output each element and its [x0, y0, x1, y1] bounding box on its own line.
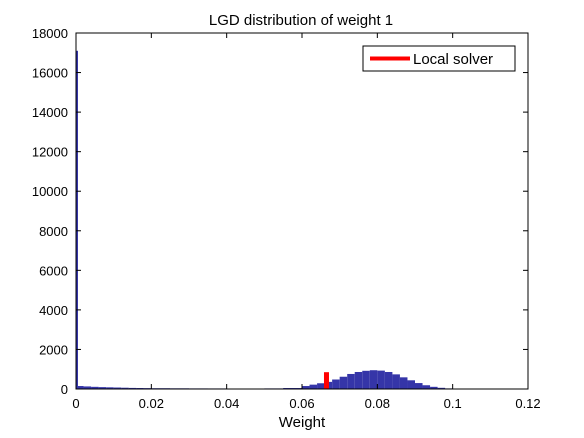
y-tick-label: 6000	[39, 263, 68, 278]
x-tick-label: 0.1	[444, 396, 462, 411]
histogram-bar	[422, 385, 431, 389]
y-tick-label: 10000	[32, 184, 68, 199]
local-solver-series	[323, 372, 329, 389]
x-tick-label: 0	[72, 396, 79, 411]
plot-background	[76, 33, 528, 389]
histogram-bar	[113, 387, 122, 389]
histogram-bar	[415, 383, 423, 389]
histogram-bar	[339, 376, 348, 389]
x-axis: 0 0.02 0.04 0.06 0.08 0.1 0.12	[72, 33, 541, 411]
y-tick-label: 14000	[32, 105, 68, 120]
histogram-bar	[369, 370, 378, 389]
histogram-bar	[362, 370, 370, 389]
local-solver-bar	[323, 372, 329, 389]
x-tick-label: 0.12	[515, 396, 540, 411]
histogram-bar	[332, 379, 340, 389]
histogram-bar	[437, 387, 446, 389]
x-axis-label: Weight	[279, 414, 326, 431]
histogram-bar	[121, 387, 129, 389]
histogram-bar	[407, 380, 415, 389]
y-tick-label: 4000	[39, 303, 68, 318]
x-tick-label: 0.08	[365, 396, 390, 411]
legend: Local solver	[362, 45, 516, 72]
histogram-spike-bar	[76, 50, 78, 390]
plot-area	[75, 32, 529, 390]
x-tick-label: 0.06	[289, 396, 314, 411]
histogram-bar	[347, 373, 355, 389]
x-tick-label: 0.04	[214, 396, 239, 411]
histogram-bar	[128, 387, 137, 389]
histogram-bar	[384, 371, 393, 389]
histogram-bar	[83, 386, 92, 389]
histogram-bar	[399, 377, 408, 389]
histogram-bar	[430, 386, 438, 389]
y-tick-label: 18000	[32, 26, 68, 41]
y-tick-label: 2000	[39, 342, 68, 357]
histogram-bar	[91, 386, 99, 389]
y-tick-label: 8000	[39, 224, 68, 239]
histogram-bar	[377, 370, 385, 389]
x-tick-label: 0.02	[139, 396, 164, 411]
histogram-bar	[106, 387, 114, 389]
y-tick-label: 12000	[32, 145, 68, 160]
histogram-bar	[309, 384, 318, 389]
y-tick-label: 16000	[32, 66, 68, 81]
histogram-bar	[392, 374, 400, 389]
histogram-bar	[302, 386, 310, 389]
histogram-bar	[354, 371, 363, 389]
histogram-bar	[317, 383, 325, 389]
y-axis: 0 2000 4000 6000 8000 10000 12000 14000 16000 180…	[32, 26, 528, 397]
histogram-bar	[98, 387, 107, 389]
legend-label: Local solver	[413, 51, 493, 68]
y-tick-label: 0	[61, 382, 68, 397]
histogram-bar	[76, 386, 84, 389]
chart-title: LGD distribution of weight 1	[209, 12, 393, 29]
